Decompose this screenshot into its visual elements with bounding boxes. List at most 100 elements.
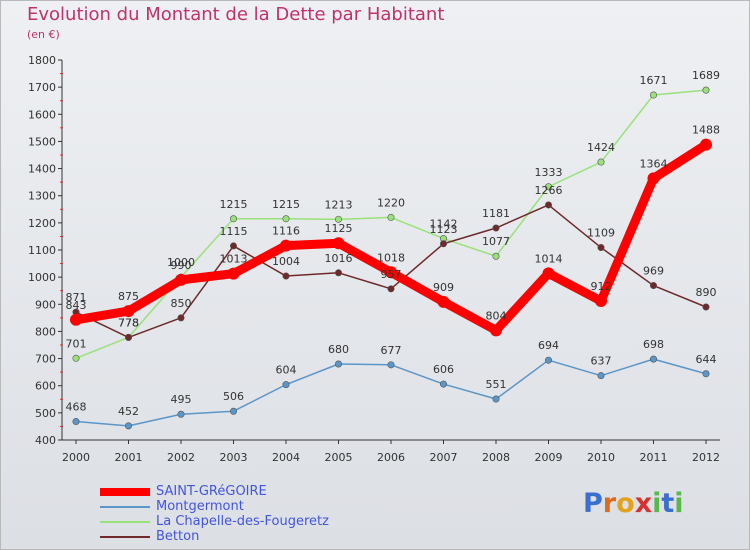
y-tick-label: 1100 bbox=[28, 244, 56, 257]
data-label: 1016 bbox=[325, 252, 353, 265]
data-label: 1077 bbox=[482, 235, 510, 248]
x-tick-label: 2003 bbox=[220, 451, 248, 464]
data-label: 452 bbox=[118, 405, 139, 418]
data-label: 1018 bbox=[377, 251, 405, 264]
data-point bbox=[125, 422, 133, 430]
data-point bbox=[175, 273, 187, 286]
x-tick-label: 2012 bbox=[692, 451, 720, 464]
y-tick-label: 800 bbox=[35, 325, 56, 338]
data-label: 778 bbox=[118, 316, 139, 329]
x-tick-label: 2002 bbox=[167, 451, 195, 464]
legend-item-betton: Betton bbox=[100, 529, 329, 544]
data-point bbox=[282, 381, 290, 389]
data-point bbox=[595, 295, 607, 308]
chart-unit-label: (en €) bbox=[27, 28, 60, 41]
data-point bbox=[702, 303, 710, 311]
data-point bbox=[227, 267, 240, 280]
data-label: 495 bbox=[171, 393, 192, 406]
x-tick-label: 2005 bbox=[325, 451, 353, 464]
data-label: 694 bbox=[538, 339, 559, 352]
series-points bbox=[70, 86, 712, 430]
data-label: 1004 bbox=[272, 255, 300, 268]
data-point bbox=[702, 370, 710, 378]
x-tick-label: 2006 bbox=[377, 451, 405, 464]
data-label: 1215 bbox=[220, 198, 248, 211]
series-line bbox=[75, 89, 707, 360]
logo-letter: i bbox=[674, 488, 684, 519]
data-point bbox=[387, 361, 395, 369]
data-point bbox=[387, 213, 395, 221]
data-label: 604 bbox=[276, 364, 297, 377]
legend-item-saint-gregoire: SAINT-GRéGOIRE bbox=[100, 484, 329, 499]
x-tick-label: 2000 bbox=[62, 451, 90, 464]
legend-swatch-betton bbox=[100, 535, 150, 538]
data-point bbox=[649, 355, 657, 363]
data-label: 551 bbox=[486, 378, 507, 391]
legend-swatch-la-chapelle bbox=[100, 520, 150, 523]
data-label: 909 bbox=[433, 281, 454, 294]
data-point bbox=[702, 86, 710, 94]
data-label: 1125 bbox=[325, 222, 353, 235]
data-point bbox=[334, 215, 342, 223]
data-label: 875 bbox=[118, 290, 139, 303]
data-label: 1215 bbox=[272, 198, 300, 211]
data-point bbox=[544, 201, 552, 209]
data-label: 969 bbox=[643, 265, 664, 278]
data-labels: 468 452 495 506 604 680 677 606 551 694 637 698 644 7… bbox=[66, 69, 721, 418]
logo-letter: r bbox=[602, 488, 617, 519]
data-label: 912 bbox=[591, 280, 612, 293]
data-label: 1671 bbox=[640, 74, 668, 87]
data-point bbox=[439, 380, 447, 388]
data-label: 677 bbox=[381, 344, 402, 357]
data-point bbox=[544, 356, 552, 364]
y-tick-label: 500 bbox=[35, 407, 56, 420]
legend-label: SAINT-GRéGOIRE bbox=[156, 484, 267, 499]
data-point bbox=[647, 172, 660, 185]
x-tick-label: 2001 bbox=[115, 451, 143, 464]
data-label: 1013 bbox=[220, 253, 248, 266]
data-label: 644 bbox=[696, 353, 717, 366]
data-point bbox=[387, 285, 395, 293]
data-point bbox=[385, 266, 397, 279]
data-point bbox=[334, 269, 342, 277]
legend-label: Betton bbox=[156, 529, 200, 544]
data-label: 468 bbox=[66, 401, 87, 414]
data-point bbox=[542, 267, 555, 280]
data-label: 680 bbox=[328, 343, 349, 356]
data-label: 1689 bbox=[692, 69, 720, 82]
legend-swatch-saint-gregoire bbox=[100, 487, 150, 496]
data-label: 1109 bbox=[587, 227, 615, 240]
data-point bbox=[282, 215, 290, 223]
data-point bbox=[230, 242, 238, 250]
data-label: 1488 bbox=[692, 124, 720, 137]
data-point bbox=[700, 138, 712, 151]
data-label: 778 bbox=[118, 316, 139, 329]
data-label: 1364 bbox=[640, 157, 668, 170]
y-tick-label: 1500 bbox=[28, 135, 56, 148]
data-point bbox=[230, 407, 238, 415]
data-label: 957 bbox=[381, 268, 402, 281]
data-point bbox=[492, 252, 500, 260]
logo-letter: o bbox=[616, 488, 635, 519]
data-point bbox=[72, 418, 80, 426]
x-tick-label: 2011 bbox=[640, 451, 668, 464]
x-tick-label: 2007 bbox=[430, 451, 458, 464]
data-label: 1142 bbox=[430, 218, 458, 231]
data-point bbox=[125, 333, 133, 341]
data-label: 1014 bbox=[535, 252, 563, 265]
data-point bbox=[597, 244, 605, 252]
data-point bbox=[492, 395, 500, 403]
legend: SAINT-GRéGOIRE Montgermont La Chapelle-d… bbox=[100, 484, 329, 544]
data-label: 850 bbox=[171, 297, 192, 310]
data-label: 1333 bbox=[535, 166, 563, 179]
data-point bbox=[490, 324, 502, 337]
legend-label: Montgermont bbox=[156, 499, 244, 514]
y-tick-label: 1400 bbox=[28, 163, 56, 176]
data-label: 1266 bbox=[535, 184, 563, 197]
data-label: 1123 bbox=[430, 223, 458, 236]
x-tick-label: 2004 bbox=[272, 451, 300, 464]
legend-item-la-chapelle: La Chapelle-des-Fougeretz bbox=[100, 514, 329, 529]
data-label: 1115 bbox=[220, 225, 248, 238]
